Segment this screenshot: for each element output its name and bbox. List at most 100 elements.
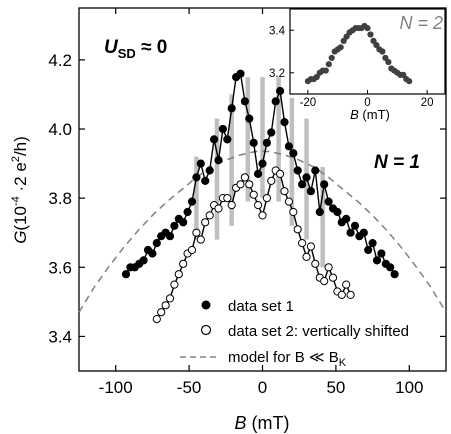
y-tick-label: 3.8 xyxy=(48,189,72,208)
inset-point xyxy=(367,31,374,38)
series-2-point xyxy=(227,201,236,210)
series-1-point xyxy=(262,138,271,147)
y-tick-label: 4.2 xyxy=(48,51,72,70)
y-tick-label: 4.0 xyxy=(48,120,72,139)
x-tick-label: -100 xyxy=(99,378,133,397)
legend-item-2: data set 2: vertically shifted xyxy=(228,323,409,340)
series-1-point xyxy=(306,187,315,196)
series-2-point xyxy=(174,270,183,279)
series-1-point xyxy=(271,97,280,106)
series-2-point xyxy=(324,263,333,272)
legend-marker-filled xyxy=(201,300,211,310)
series-2-point xyxy=(306,242,315,251)
series-1-point xyxy=(187,197,197,206)
series-2-point xyxy=(223,194,232,203)
series-2-point xyxy=(152,315,161,324)
series-2-point xyxy=(165,294,175,303)
x-tick-label: -50 xyxy=(177,378,202,397)
series-2-point xyxy=(262,194,271,203)
series-1-point xyxy=(121,270,131,279)
series-2-point xyxy=(320,277,329,286)
series-2-point xyxy=(276,169,285,178)
series-1-point xyxy=(289,149,298,158)
series-2-point xyxy=(201,218,210,227)
series-1-point xyxy=(386,263,395,272)
series-2-point xyxy=(346,290,355,299)
legend-marker-open xyxy=(200,324,212,336)
legend-item-1: data set 1 xyxy=(228,298,294,315)
inset-point xyxy=(373,42,380,49)
series-2-point xyxy=(170,280,179,289)
series-1-point xyxy=(165,232,175,241)
inset-x-axis-label: B (mT) xyxy=(350,107,390,122)
series-1-point xyxy=(245,114,254,123)
series-1-point xyxy=(148,249,157,258)
series-2-point xyxy=(214,204,223,213)
series-1-point xyxy=(223,135,232,144)
series-2-point xyxy=(187,245,197,255)
series-1-point xyxy=(302,173,311,182)
inset-point xyxy=(406,78,413,85)
inset-point xyxy=(385,59,392,66)
series-1-point xyxy=(139,256,148,265)
inset-n2-annotation: N = 2 xyxy=(399,13,443,33)
series-2-point xyxy=(284,197,293,206)
series-2-point xyxy=(254,201,263,210)
legend-item-3: model for B ≪ BK xyxy=(228,349,347,369)
series-2-point xyxy=(240,173,249,182)
x-tick-label: 100 xyxy=(395,378,423,397)
model-curve xyxy=(78,150,447,313)
series-1-point xyxy=(280,118,289,127)
series-2-point xyxy=(196,235,205,244)
series-2-point xyxy=(298,239,307,248)
series-2-point xyxy=(342,280,351,289)
y-tick-label: 3.4 xyxy=(48,327,72,346)
inset-x-tick-label: -20 xyxy=(300,97,317,109)
series-2-point xyxy=(192,228,201,237)
usd-annotation: USD ≈ 0 xyxy=(104,37,167,61)
series-1-point xyxy=(258,159,267,168)
series-1-point xyxy=(372,256,382,265)
main-series xyxy=(121,69,399,324)
series-2-point xyxy=(267,176,276,185)
series-1-point xyxy=(227,104,236,113)
inset-point xyxy=(364,25,371,32)
series-2-point xyxy=(249,190,258,199)
series-2-point xyxy=(236,180,245,189)
inset-point xyxy=(313,73,320,81)
inset-x-tick-label: 20 xyxy=(421,97,434,109)
series-1-point xyxy=(218,124,227,134)
inset-y-tick-label: 3.2 xyxy=(269,68,285,80)
series-2-point xyxy=(258,211,267,220)
n1-annotation: N = 1 xyxy=(374,152,420,173)
series-1-point xyxy=(350,221,360,230)
series-1-point xyxy=(284,142,293,151)
series-1-point xyxy=(311,166,320,175)
series-1 xyxy=(121,69,399,279)
series-1-point xyxy=(254,169,263,178)
inset-series xyxy=(304,22,413,85)
inset-y-tick-label: 3.4 xyxy=(269,25,286,37)
series-1-point xyxy=(364,245,373,255)
series-2-point xyxy=(302,252,311,261)
series-1-point xyxy=(377,249,386,258)
series-2-point xyxy=(205,211,214,220)
x-axis-label: B (mT) xyxy=(235,413,290,433)
series-1-point xyxy=(240,97,249,106)
x-tick-label: 50 xyxy=(326,378,345,397)
series-2-point xyxy=(245,180,254,189)
y-tick-label: 3.6 xyxy=(48,258,72,277)
series-2-point xyxy=(289,207,298,217)
y-axis-label: G(10-4 ·2 e2/h) xyxy=(10,136,30,244)
inset-point xyxy=(322,67,329,74)
series-1-point xyxy=(267,128,276,137)
inset-point xyxy=(328,54,335,62)
series-2-point xyxy=(179,259,188,268)
series-1-point xyxy=(196,159,205,168)
series-1-point xyxy=(359,228,368,237)
main-axis-ticks: -100 -50 0 50 100 3.4 3.6 3.8 4.0 4.2 xyxy=(48,8,446,397)
inset-x-tick-label: 0 xyxy=(364,97,370,109)
series-1-point xyxy=(205,166,214,175)
series-1-point xyxy=(236,69,245,78)
